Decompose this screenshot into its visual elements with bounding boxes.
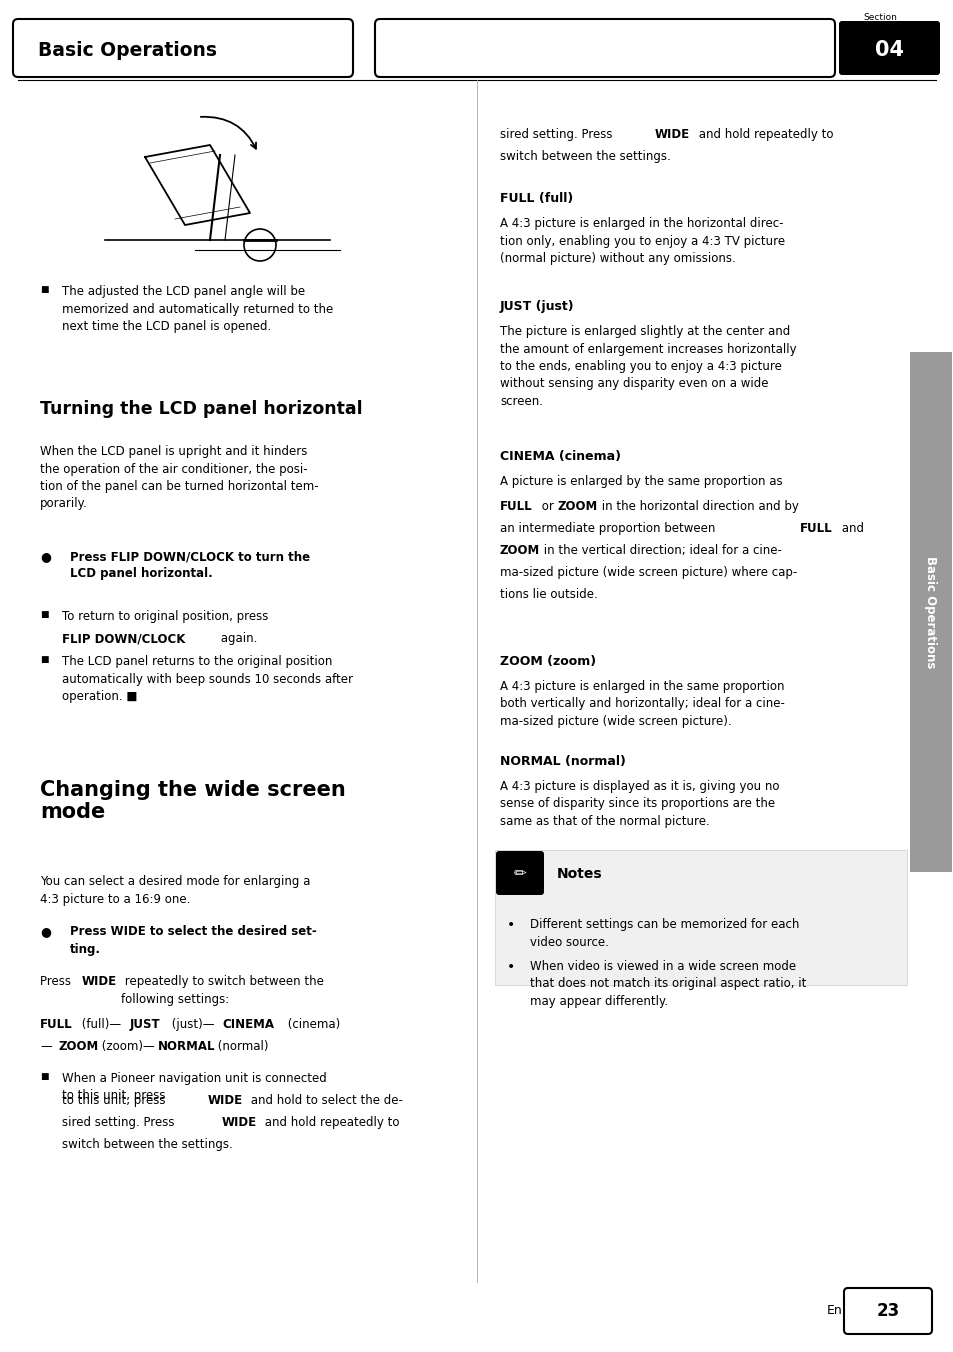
Text: NORMAL: NORMAL	[158, 1040, 215, 1053]
Text: A picture is enlarged by the same proportion as: A picture is enlarged by the same propor…	[499, 475, 781, 506]
Text: switch between the settings.: switch between the settings.	[62, 1138, 233, 1151]
Text: When video is viewed in a wide screen mode
that does not match its original aspe: When video is viewed in a wide screen mo…	[530, 960, 805, 1009]
Text: or: or	[537, 500, 558, 512]
Text: and: and	[837, 522, 863, 535]
Text: ZOOM: ZOOM	[58, 1040, 98, 1053]
Text: tions lie outside.: tions lie outside.	[499, 588, 598, 602]
Text: FULL: FULL	[499, 500, 532, 512]
Text: sired setting. Press: sired setting. Press	[62, 1115, 178, 1129]
FancyBboxPatch shape	[375, 19, 834, 77]
Text: (cinema): (cinema)	[284, 1018, 340, 1032]
Text: in the horizontal direction and by: in the horizontal direction and by	[598, 500, 798, 512]
Text: ●: ●	[40, 925, 51, 938]
Text: FULL (full): FULL (full)	[499, 192, 573, 206]
Text: ■: ■	[40, 654, 49, 664]
Text: A 4:3 picture is enlarged in the horizontal direc-
tion only, enabling you to en: A 4:3 picture is enlarged in the horizon…	[499, 218, 784, 265]
Text: sired setting. Press: sired setting. Press	[499, 128, 616, 141]
FancyBboxPatch shape	[495, 850, 906, 986]
Text: JUST: JUST	[130, 1018, 160, 1032]
Text: 23: 23	[876, 1302, 899, 1320]
Text: FULL: FULL	[800, 522, 832, 535]
Text: ■: ■	[40, 610, 49, 619]
Text: Press WIDE to select the desired set-
ting.: Press WIDE to select the desired set- ti…	[70, 925, 316, 956]
Text: switch between the settings.: switch between the settings.	[499, 150, 670, 164]
Text: in the vertical direction; ideal for a cine-: in the vertical direction; ideal for a c…	[539, 544, 781, 557]
Text: To return to original position, press: To return to original position, press	[62, 610, 268, 623]
Text: (full)—: (full)—	[78, 1018, 121, 1032]
Text: Basic Operations: Basic Operations	[38, 41, 216, 59]
Text: A 4:3 picture is enlarged in the same proportion
both vertically and horizontall: A 4:3 picture is enlarged in the same pr…	[499, 680, 784, 727]
Text: (just)—: (just)—	[168, 1018, 214, 1032]
Text: 04: 04	[875, 41, 903, 59]
Text: Press: Press	[40, 975, 74, 988]
Text: —: —	[40, 1040, 51, 1053]
Text: ■: ■	[40, 285, 49, 293]
Text: Basic Operations: Basic Operations	[923, 556, 937, 668]
Text: FULL: FULL	[40, 1018, 72, 1032]
Text: •: •	[506, 960, 515, 973]
Text: ●: ●	[40, 550, 51, 562]
Text: When the LCD panel is upright and it hinders
the operation of the air conditione: When the LCD panel is upright and it hin…	[40, 445, 318, 511]
Text: The adjusted the LCD panel angle will be
memorized and automatically returned to: The adjusted the LCD panel angle will be…	[62, 285, 333, 333]
Text: and hold to select the de-: and hold to select the de-	[247, 1094, 402, 1107]
Text: again.: again.	[216, 631, 257, 645]
Text: ZOOM: ZOOM	[499, 544, 539, 557]
Text: NORMAL (normal): NORMAL (normal)	[499, 754, 625, 768]
Text: JUST (just): JUST (just)	[499, 300, 574, 314]
Text: and hold repeatedly to: and hold repeatedly to	[261, 1115, 399, 1129]
Text: En: En	[825, 1303, 841, 1317]
Text: (zoom)—: (zoom)—	[98, 1040, 154, 1053]
Text: When a Pioneer navigation unit is connected
to this unit, press: When a Pioneer navigation unit is connec…	[62, 1072, 327, 1102]
Text: to this unit, press: to this unit, press	[62, 1094, 169, 1107]
Text: Section: Section	[862, 14, 896, 23]
FancyBboxPatch shape	[13, 19, 353, 77]
FancyBboxPatch shape	[838, 22, 939, 74]
Text: repeatedly to switch between the
following settings:: repeatedly to switch between the followi…	[121, 975, 323, 1006]
Text: Turning the LCD panel horizontal: Turning the LCD panel horizontal	[40, 400, 362, 418]
Text: ZOOM: ZOOM	[558, 500, 598, 512]
FancyBboxPatch shape	[843, 1288, 931, 1334]
Text: Different settings can be memorized for each
video source.: Different settings can be memorized for …	[530, 918, 799, 949]
Text: WIDE: WIDE	[208, 1094, 243, 1107]
FancyBboxPatch shape	[496, 850, 543, 895]
Text: and hold repeatedly to: and hold repeatedly to	[695, 128, 833, 141]
Text: CINEMA (cinema): CINEMA (cinema)	[499, 450, 620, 462]
Text: WIDE: WIDE	[655, 128, 689, 141]
Text: Press FLIP DOWN/CLOCK to turn the
LCD panel horizontal.: Press FLIP DOWN/CLOCK to turn the LCD pa…	[70, 550, 310, 580]
Text: The LCD panel returns to the original position
automatically with beep sounds 10: The LCD panel returns to the original po…	[62, 654, 353, 703]
Text: WIDE: WIDE	[82, 975, 117, 988]
Text: Notes: Notes	[557, 867, 602, 882]
Text: CINEMA: CINEMA	[222, 1018, 274, 1032]
Text: A 4:3 picture is displayed as it is, giving you no
sense of disparity since its : A 4:3 picture is displayed as it is, giv…	[499, 780, 779, 827]
Text: •: •	[506, 918, 515, 932]
Text: WIDE: WIDE	[222, 1115, 257, 1129]
Text: Changing the wide screen
mode: Changing the wide screen mode	[40, 780, 345, 822]
Text: FLIP DOWN/CLOCK: FLIP DOWN/CLOCK	[62, 631, 185, 645]
Text: ■: ■	[40, 1072, 49, 1082]
FancyBboxPatch shape	[909, 352, 951, 872]
Text: The picture is enlarged slightly at the center and
the amount of enlargement inc: The picture is enlarged slightly at the …	[499, 324, 796, 408]
Text: ma-sized picture (wide screen picture) where cap-: ma-sized picture (wide screen picture) w…	[499, 566, 797, 579]
Text: an intermediate proportion between: an intermediate proportion between	[499, 522, 719, 535]
Text: ZOOM (zoom): ZOOM (zoom)	[499, 654, 596, 668]
Text: (normal): (normal)	[213, 1040, 268, 1053]
Text: ✏: ✏	[513, 865, 526, 880]
Text: You can select a desired mode for enlarging a
4:3 picture to a 16:9 one.: You can select a desired mode for enlarg…	[40, 875, 310, 906]
